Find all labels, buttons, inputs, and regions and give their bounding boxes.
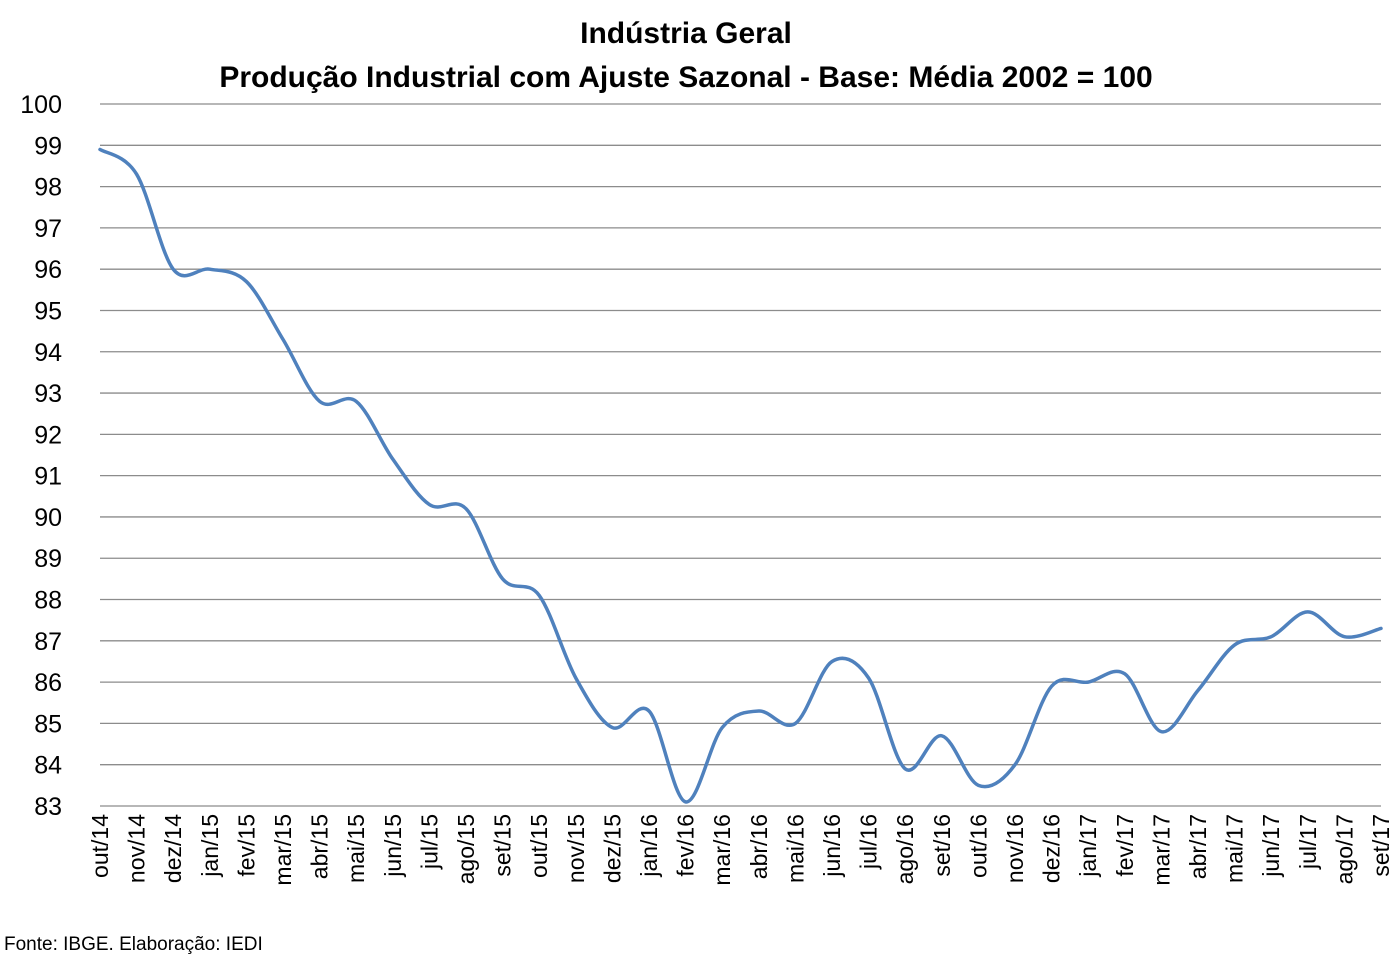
y-tick-label: 83	[34, 793, 62, 821]
x-tick-label: fev/16	[673, 814, 699, 877]
series-line	[98, 147, 1383, 804]
y-tick-label: 90	[34, 504, 62, 532]
x-tick-label: out/15	[526, 814, 552, 878]
y-tick-label: 84	[34, 752, 62, 780]
x-tick-label: abr/17	[1185, 814, 1211, 879]
source-note: Fonte: IBGE. Elaboração: IEDI	[4, 934, 263, 955]
x-tick-label: abr/16	[746, 814, 772, 879]
x-tick-label: mar/15	[270, 814, 296, 886]
x-tick-label: fev/17	[1112, 814, 1138, 877]
x-tick-label: nov/14	[124, 814, 150, 883]
x-tick-label: abr/15	[307, 814, 333, 879]
y-tick-label: 88	[34, 587, 62, 615]
x-tick-label: ago/15	[453, 814, 479, 884]
x-tick-label: dez/14	[160, 814, 186, 883]
x-tick-label: mai/15	[343, 814, 369, 883]
x-tick-label: dez/16	[1039, 814, 1065, 883]
y-axis-ticks: 83 84 85 86 87 88 89 90 91 92 93 94 95 96 97 98 99 100	[20, 91, 62, 821]
x-axis-ticks: out/14 nov/14 dez/14 jan/15 fev/15 mar/15 abr/…	[87, 814, 1394, 886]
y-tick-label: 99	[34, 132, 62, 160]
y-tick-label: 96	[34, 256, 62, 284]
y-tick-label: 100	[20, 91, 62, 119]
x-tick-label: jun/16	[819, 814, 845, 878]
y-tick-label: 85	[34, 710, 62, 738]
line-chart: Indústria Geral Produção Industrial com …	[20, 17, 1394, 886]
y-tick-label: 95	[34, 297, 62, 325]
x-tick-label: jul/17	[1295, 814, 1321, 870]
x-tick-label: mai/17	[1222, 814, 1248, 883]
x-tick-label: jun/17	[1258, 814, 1284, 878]
x-tick-label: dez/15	[599, 814, 625, 883]
x-tick-label: out/16	[965, 814, 991, 878]
y-tick-label: 98	[34, 174, 62, 202]
x-tick-label: mar/16	[709, 814, 735, 886]
x-tick-label: out/14	[87, 814, 113, 878]
y-tick-label: 89	[34, 545, 62, 573]
x-tick-label: ago/16	[892, 814, 918, 884]
chart-title: Indústria Geral	[580, 17, 792, 50]
x-tick-label: set/17	[1368, 814, 1394, 877]
y-tick-label: 87	[34, 628, 62, 656]
x-tick-label: mar/17	[1148, 814, 1174, 886]
x-tick-label: jan/16	[636, 814, 662, 878]
x-tick-label: set/16	[929, 814, 955, 877]
x-tick-label: mai/16	[782, 814, 808, 883]
x-tick-label: jan/15	[197, 814, 223, 878]
x-tick-label: jan/17	[1075, 814, 1101, 878]
y-tick-label: 91	[34, 463, 62, 491]
x-tick-label: nov/15	[563, 814, 589, 883]
x-tick-label: jun/15	[380, 814, 406, 878]
y-tick-label: 93	[34, 380, 62, 408]
y-tick-label: 92	[34, 421, 62, 449]
y-tick-label: 94	[34, 339, 62, 367]
x-tick-label: nov/16	[1002, 814, 1028, 883]
x-tick-label: jul/16	[856, 814, 882, 870]
y-tick-label: 97	[34, 215, 62, 243]
chart-subtitle: Produção Industrial com Ajuste Sazonal -…	[219, 61, 1152, 94]
x-tick-label: jul/15	[416, 814, 442, 870]
x-tick-label: ago/17	[1331, 814, 1357, 884]
y-tick-label: 86	[34, 669, 62, 697]
x-tick-label: fev/15	[233, 814, 259, 877]
x-tick-label: set/15	[490, 814, 516, 877]
